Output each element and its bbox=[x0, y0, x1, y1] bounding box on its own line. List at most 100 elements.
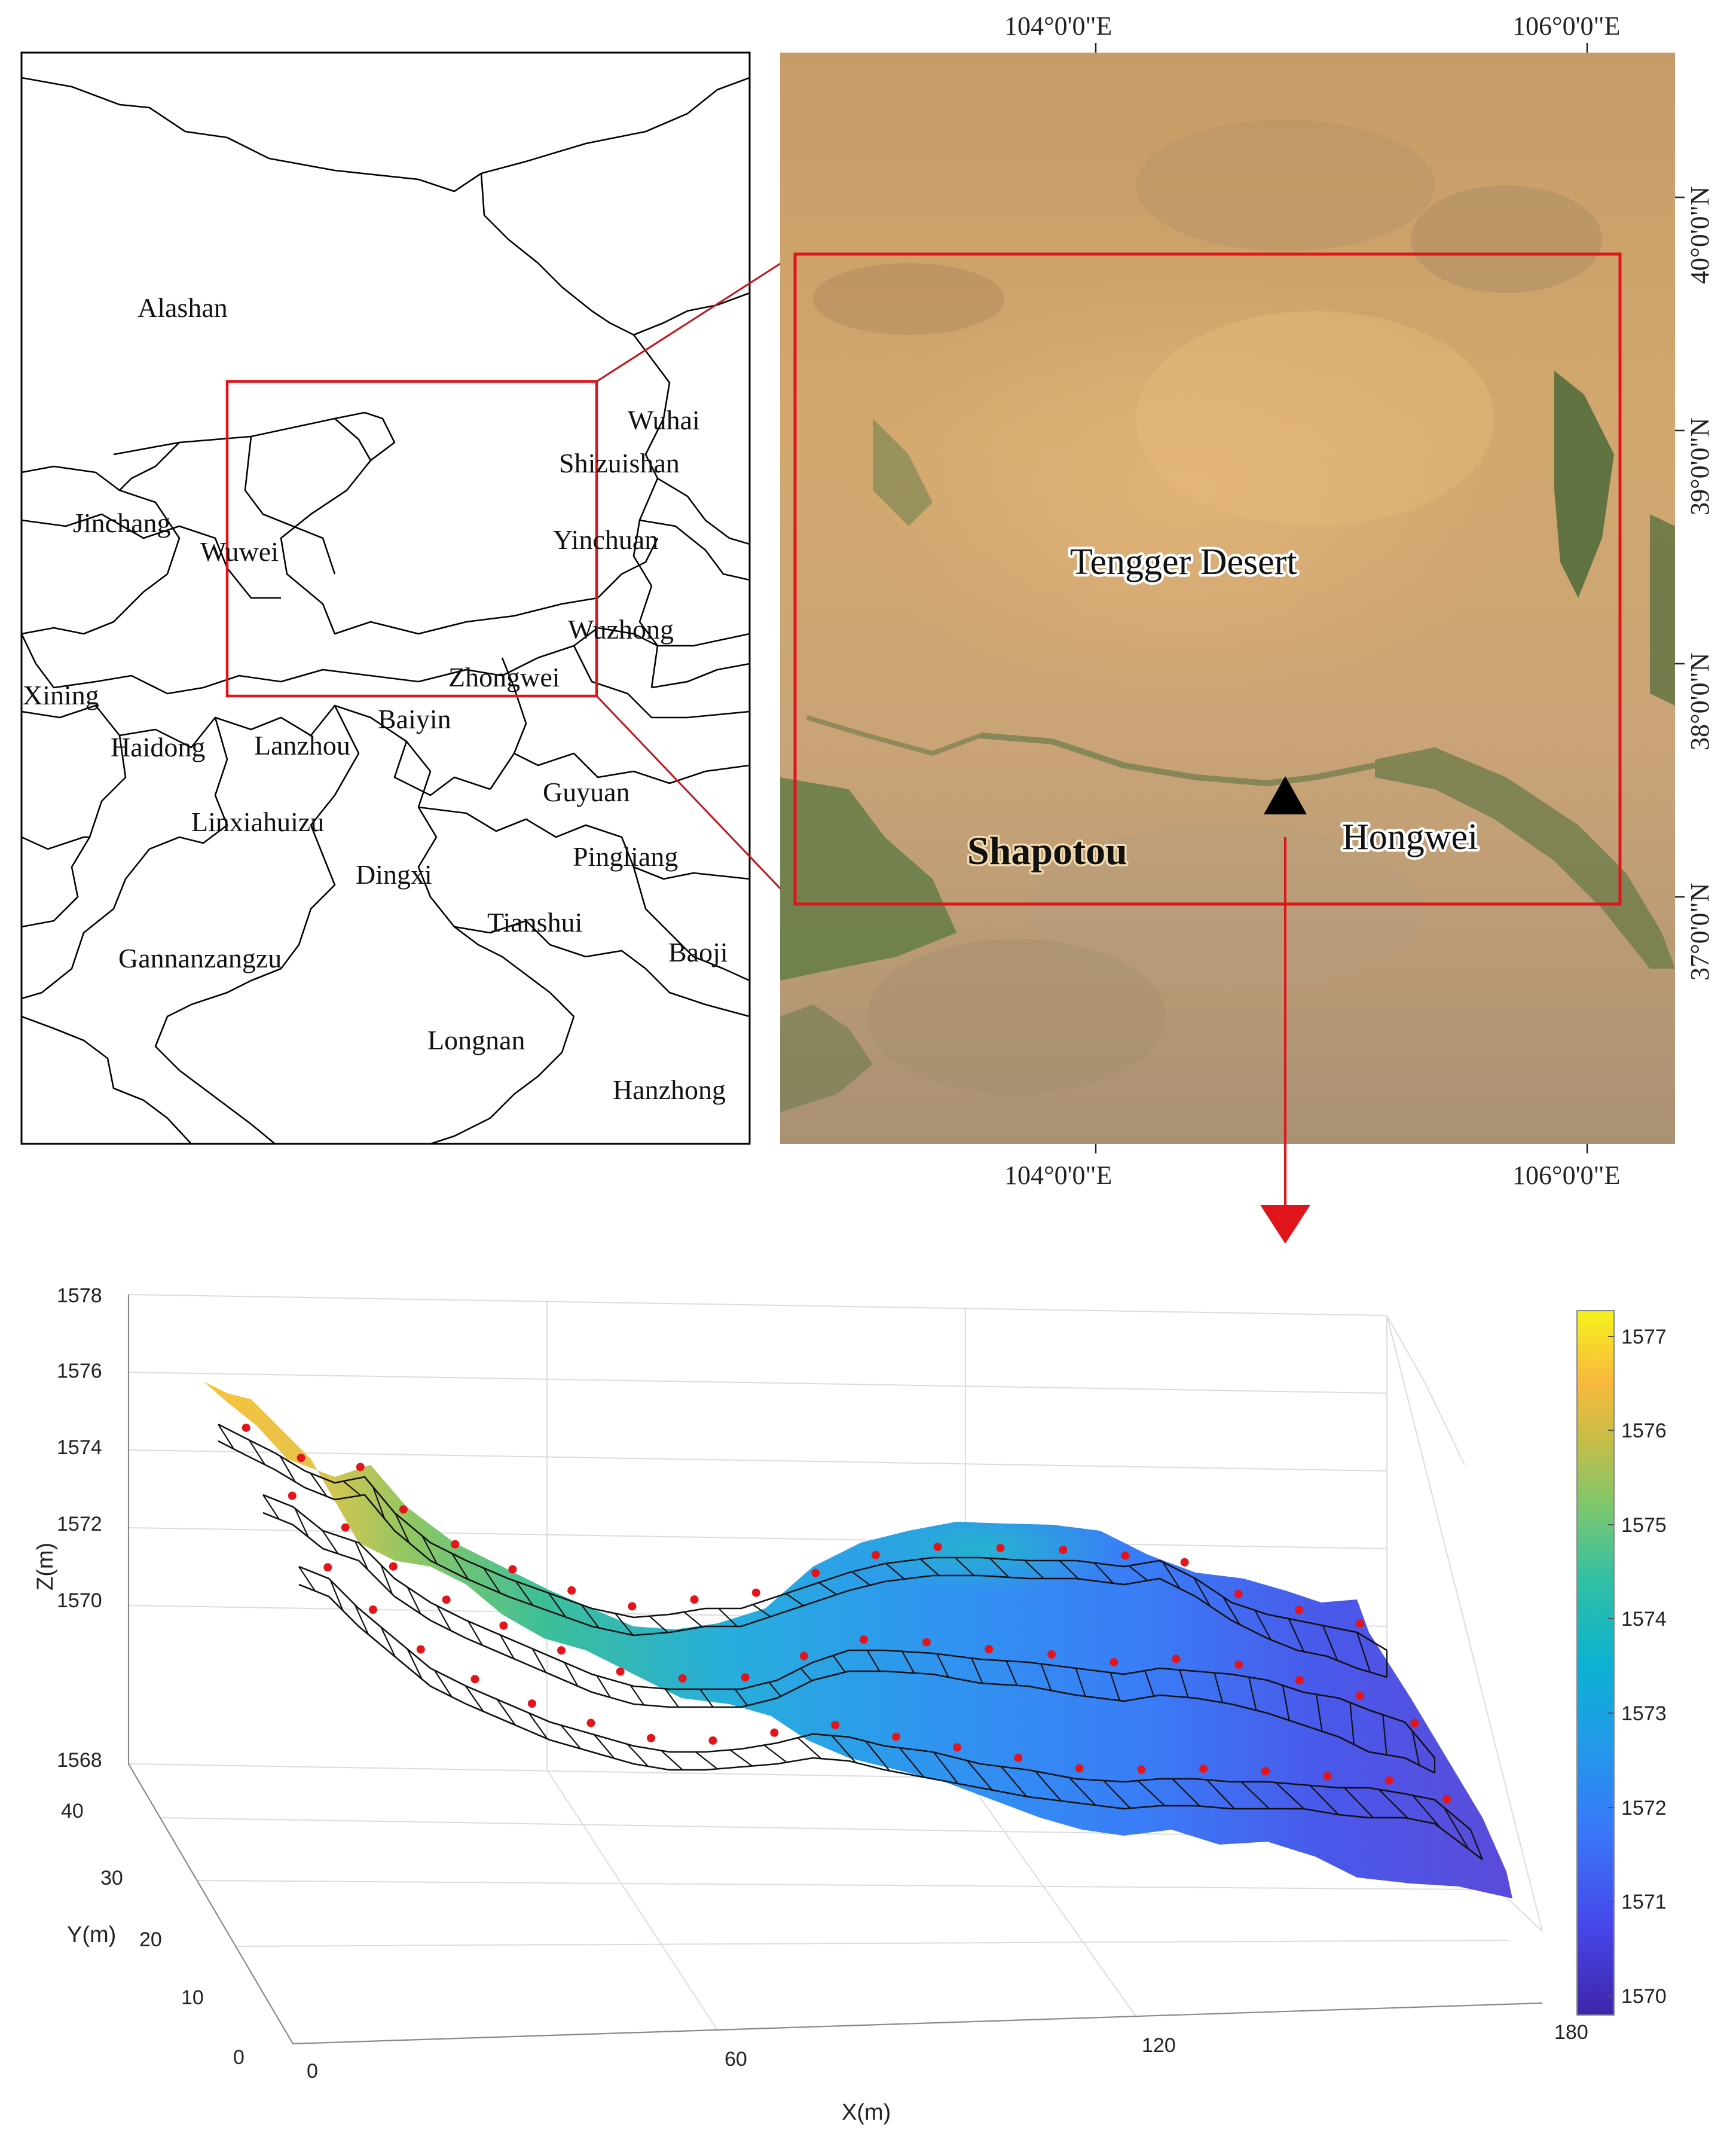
barrier-hatch-line bbox=[885, 1562, 905, 1580]
barrier-hatch-line bbox=[294, 1508, 309, 1538]
barrier-hatch-line bbox=[1356, 1632, 1371, 1672]
sample-point bbox=[442, 1595, 451, 1604]
barrier-hatch-line bbox=[898, 1747, 925, 1778]
barrier-hatch-line bbox=[1349, 1702, 1355, 1745]
barrier-hatch-line bbox=[298, 1566, 316, 1592]
barrier-hatch-line bbox=[831, 1735, 857, 1763]
barrier-hatch-line bbox=[515, 1580, 534, 1606]
sample-point bbox=[1172, 1654, 1181, 1663]
barrier-hatch-line bbox=[626, 1744, 649, 1767]
barrier-hatch-line bbox=[1075, 1668, 1086, 1697]
colorbar-tick-1575: 1575 bbox=[1621, 1514, 1667, 1537]
barrier-hatch-line bbox=[434, 1669, 453, 1698]
barrier-hatch-line bbox=[496, 1699, 516, 1726]
z-axis-ticks: 1578 1576 1574 1572 1570 1568 bbox=[57, 1284, 102, 1772]
sample-point bbox=[708, 1736, 717, 1745]
x-tick-0: 0 bbox=[307, 2060, 318, 2083]
sample-point bbox=[1410, 1718, 1419, 1727]
sample-point bbox=[1442, 1794, 1451, 1803]
colorbar: 1577 1576 1575 1574 1573 1572 1571 1570 bbox=[1576, 1310, 1667, 2016]
barrier-hatch-line bbox=[1248, 1677, 1257, 1711]
barrier-hatch-line bbox=[380, 1626, 396, 1657]
colorbar-tick-1574: 1574 bbox=[1621, 1608, 1667, 1631]
barrier-hatch-line bbox=[1222, 1596, 1240, 1625]
y-tick-40: 40 bbox=[61, 1800, 84, 1822]
barrier-hatch-line bbox=[955, 1557, 975, 1576]
sample-point bbox=[567, 1586, 576, 1595]
barrier-hatch-line bbox=[343, 1480, 362, 1496]
sample-point bbox=[1014, 1753, 1023, 1762]
region-label-jinchang: Jinchang bbox=[73, 508, 171, 538]
barrier-hatch-line bbox=[1040, 1663, 1052, 1691]
barrier-hatch-line bbox=[1093, 1562, 1114, 1584]
barrier-hatch-line bbox=[1282, 1685, 1290, 1721]
sample-point bbox=[1261, 1767, 1270, 1775]
sample-point bbox=[499, 1621, 508, 1630]
barrier-hatch-line bbox=[380, 1564, 393, 1595]
x-tick-120: 120 bbox=[1142, 2034, 1176, 2057]
x-tick-60: 60 bbox=[725, 2048, 747, 2071]
barrier-hatch-line bbox=[1443, 1807, 1469, 1850]
sample-point bbox=[1059, 1546, 1068, 1554]
barrier-hatch-line bbox=[1411, 1730, 1420, 1766]
lon-label-bottom-104: 104°0'0"E bbox=[1004, 1161, 1112, 1190]
lat-label-40: 40°0'0"N bbox=[1685, 187, 1714, 284]
barrier-hatch-line bbox=[661, 1750, 683, 1770]
barrier-hatch-line bbox=[548, 1592, 567, 1618]
barrier-hatch-line bbox=[1309, 1785, 1339, 1815]
barrier-hatch-line bbox=[865, 1741, 890, 1772]
barrier-hatch-line bbox=[629, 1684, 645, 1706]
sample-point bbox=[799, 1651, 808, 1660]
barrier-hatch-line bbox=[1316, 1694, 1323, 1732]
barrier-hatch-line bbox=[649, 1615, 668, 1634]
arrow-head bbox=[1260, 1205, 1310, 1244]
barrier-hatch-line bbox=[1000, 1766, 1027, 1797]
place-label-shapotou: Shapotou bbox=[967, 829, 1127, 873]
region-label-lanzhou: Lanzhou bbox=[254, 730, 350, 761]
region-label-haidong: Haidong bbox=[111, 732, 205, 762]
lon-label-bottom-106: 106°0'0"E bbox=[1512, 1161, 1620, 1190]
sample-point bbox=[953, 1743, 962, 1752]
colorbar-gradient bbox=[1576, 1310, 1615, 2016]
barrier-hatch-line bbox=[1378, 1788, 1408, 1819]
sample-point bbox=[356, 1463, 365, 1472]
colorbar-tick-1570: 1570 bbox=[1621, 1985, 1667, 2008]
region-label-xining: Xining bbox=[23, 680, 99, 710]
barrier-hatching bbox=[218, 1424, 1484, 1860]
barrier-hatch-line bbox=[1128, 1565, 1148, 1582]
barrier-hatch-line bbox=[1193, 1577, 1211, 1607]
barrier-hatch-line bbox=[752, 1604, 771, 1617]
place-label-hongwei: Hongwei bbox=[1342, 817, 1478, 857]
lat-label-38: 38°0'0"N bbox=[1685, 653, 1714, 750]
barrier-hatch-line bbox=[734, 1689, 748, 1706]
barrier-hatch-line bbox=[851, 1571, 871, 1586]
region-label-shizuishan: Shizuishan bbox=[559, 448, 680, 478]
barrier-hatch-line bbox=[528, 1712, 548, 1739]
barrier-hatch-line bbox=[1322, 1625, 1338, 1661]
admin-boundaries bbox=[20, 77, 750, 1145]
barrier-hatch-line bbox=[248, 1439, 266, 1466]
sample-point bbox=[628, 1602, 637, 1611]
connector-line-top bbox=[596, 253, 796, 383]
y-tick-20: 20 bbox=[139, 1928, 162, 1951]
barrier-hatch-line bbox=[594, 1734, 615, 1759]
barrier-hatch-line bbox=[564, 1662, 579, 1687]
sample-point bbox=[1356, 1619, 1365, 1628]
barrier-hatch-line bbox=[989, 1558, 1010, 1578]
satellite-map: 104°0'0"E 106°0'0"E 104°0'0"E 106°0'0"E … bbox=[780, 11, 1714, 1244]
barrier-hatch-line bbox=[1288, 1618, 1304, 1652]
barrier-hatch-line bbox=[1172, 1778, 1200, 1807]
sample-point bbox=[369, 1605, 378, 1614]
barrier-hatch-line bbox=[500, 1634, 515, 1659]
barrier-hatch-line bbox=[1382, 1714, 1387, 1756]
barrier-hatch-line bbox=[322, 1530, 339, 1555]
y-tick-10: 10 bbox=[181, 1986, 204, 2009]
barrier-hatch-line bbox=[664, 1688, 679, 1708]
barrier-hatch-line bbox=[1110, 1672, 1120, 1701]
sand-barrier-strips bbox=[218, 1423, 1483, 1861]
barrier-hatch-line bbox=[436, 1605, 452, 1631]
plot-axes bbox=[127, 1295, 1543, 2045]
barrier-hatch-line bbox=[699, 1689, 714, 1708]
barrier-hatch-line bbox=[279, 1455, 296, 1482]
region-label-pingliang: Pingliang bbox=[573, 841, 678, 872]
